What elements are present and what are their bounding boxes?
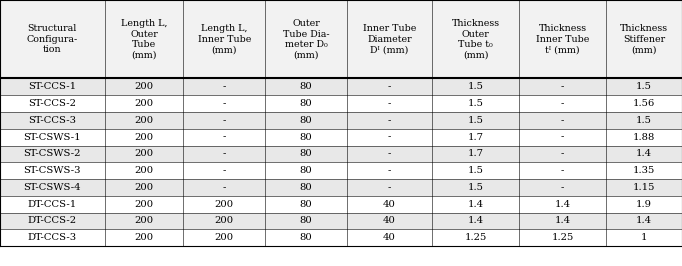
Text: 40: 40 (383, 217, 396, 225)
Text: 40: 40 (383, 200, 396, 209)
Text: 1.15: 1.15 (633, 183, 655, 192)
Text: -: - (222, 183, 226, 192)
Bar (0, 146, 682, 162)
Text: Thickness
Stiffener
(mm): Thickness Stiffener (mm) (620, 24, 668, 54)
Text: ST-CCS-3: ST-CCS-3 (28, 116, 76, 125)
Text: -: - (561, 166, 564, 175)
Text: 1.5: 1.5 (636, 116, 652, 125)
Text: Inner Tube
Diameter
Dᴵ (mm): Inner Tube Diameter Dᴵ (mm) (363, 24, 416, 54)
Text: ST-CSWS-4: ST-CSWS-4 (23, 183, 81, 192)
Text: 1.5: 1.5 (467, 183, 484, 192)
Text: -: - (222, 166, 226, 175)
Text: -: - (222, 116, 226, 125)
Text: 40: 40 (383, 233, 396, 242)
Bar (0, 129, 682, 146)
Bar (0, 95, 682, 112)
Text: 200: 200 (134, 149, 153, 158)
Text: 1.5: 1.5 (636, 82, 652, 91)
Text: Structural
Configura-
tion: Structural Configura- tion (27, 24, 78, 54)
Text: Thickness
Outer
Tube t₀
(mm): Thickness Outer Tube t₀ (mm) (451, 19, 500, 59)
Text: 200: 200 (134, 200, 153, 209)
Text: 200: 200 (215, 200, 234, 209)
Text: -: - (561, 99, 564, 108)
Text: 1.56: 1.56 (633, 99, 655, 108)
Text: -: - (222, 82, 226, 91)
Text: 200: 200 (134, 217, 153, 225)
Text: 1.25: 1.25 (464, 233, 487, 242)
Text: Thickness
Inner Tube
tᴵ (mm): Thickness Inner Tube tᴵ (mm) (536, 24, 589, 54)
Text: -: - (561, 133, 564, 142)
Text: 80: 80 (300, 116, 312, 125)
Text: 1.4: 1.4 (467, 217, 484, 225)
Text: 80: 80 (300, 217, 312, 225)
Text: 1.5: 1.5 (467, 82, 484, 91)
Text: ST-CCS-2: ST-CCS-2 (28, 99, 76, 108)
Text: -: - (388, 116, 391, 125)
Text: 80: 80 (300, 82, 312, 91)
Text: 1.4: 1.4 (636, 217, 652, 225)
Text: 1.7: 1.7 (467, 133, 484, 142)
Text: 80: 80 (300, 183, 312, 192)
Bar (0, 229, 682, 246)
Text: ST-CSWS-3: ST-CSWS-3 (24, 166, 81, 175)
Text: Length L,
Outer
Tube
(mm): Length L, Outer Tube (mm) (121, 19, 167, 59)
Text: 200: 200 (134, 82, 153, 91)
Text: 200: 200 (134, 233, 153, 242)
Text: 200: 200 (134, 133, 153, 142)
Text: 1.88: 1.88 (633, 133, 655, 142)
Text: 1.25: 1.25 (552, 233, 574, 242)
Text: DT-CCS-3: DT-CCS-3 (28, 233, 77, 242)
Bar (0, 213, 682, 229)
Text: -: - (388, 82, 391, 91)
Text: DT-CCS-2: DT-CCS-2 (28, 217, 77, 225)
Text: DT-CCS-1: DT-CCS-1 (28, 200, 77, 209)
Text: ST-CCS-1: ST-CCS-1 (28, 82, 76, 91)
Text: 200: 200 (215, 217, 234, 225)
Text: 1: 1 (641, 233, 647, 242)
Text: -: - (388, 99, 391, 108)
Text: 200: 200 (134, 183, 153, 192)
Text: 200: 200 (134, 116, 153, 125)
Text: ST-CSWS-2: ST-CSWS-2 (24, 149, 81, 158)
Text: -: - (561, 149, 564, 158)
Text: 1.4: 1.4 (636, 149, 652, 158)
Text: -: - (561, 116, 564, 125)
Text: -: - (561, 183, 564, 192)
Text: 80: 80 (300, 233, 312, 242)
Bar (0, 112, 682, 129)
Bar (0, 179, 682, 196)
Text: 80: 80 (300, 149, 312, 158)
Text: 80: 80 (300, 200, 312, 209)
Text: -: - (388, 183, 391, 192)
Text: 1.4: 1.4 (554, 217, 571, 225)
Text: 1.5: 1.5 (467, 116, 484, 125)
Text: 1.9: 1.9 (636, 200, 652, 209)
Bar (0, 78, 682, 95)
Text: 200: 200 (134, 166, 153, 175)
Text: 80: 80 (300, 99, 312, 108)
Text: -: - (222, 99, 226, 108)
Text: 1.5: 1.5 (467, 166, 484, 175)
Text: 1.5: 1.5 (467, 99, 484, 108)
Text: 80: 80 (300, 133, 312, 142)
Text: -: - (222, 149, 226, 158)
Text: Length L,
Inner Tube
(mm): Length L, Inner Tube (mm) (198, 24, 251, 54)
Text: 1.4: 1.4 (554, 200, 571, 209)
Bar (0, 162, 682, 179)
Text: 80: 80 (300, 166, 312, 175)
Text: 200: 200 (215, 233, 234, 242)
Text: -: - (561, 82, 564, 91)
Text: 1.35: 1.35 (633, 166, 655, 175)
Text: ST-CSWS-1: ST-CSWS-1 (23, 133, 81, 142)
Text: Outer
Tube Dia-
meter D₀
(mm): Outer Tube Dia- meter D₀ (mm) (283, 19, 329, 59)
Text: -: - (222, 133, 226, 142)
Text: 1.7: 1.7 (467, 149, 484, 158)
Bar (0, 0, 682, 78)
Text: -: - (388, 149, 391, 158)
Text: 200: 200 (134, 99, 153, 108)
Text: 1.4: 1.4 (467, 200, 484, 209)
Text: -: - (388, 133, 391, 142)
Bar (0, 196, 682, 213)
Text: -: - (388, 166, 391, 175)
